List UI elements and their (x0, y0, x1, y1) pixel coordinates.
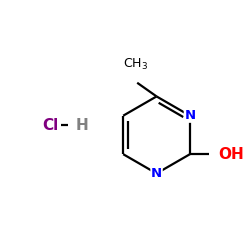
Text: OH: OH (218, 147, 244, 162)
Text: N: N (151, 167, 162, 180)
Text: N: N (184, 109, 196, 122)
Text: Cl: Cl (42, 118, 58, 132)
Text: H: H (75, 118, 88, 132)
Text: CH$_3$: CH$_3$ (124, 56, 148, 72)
